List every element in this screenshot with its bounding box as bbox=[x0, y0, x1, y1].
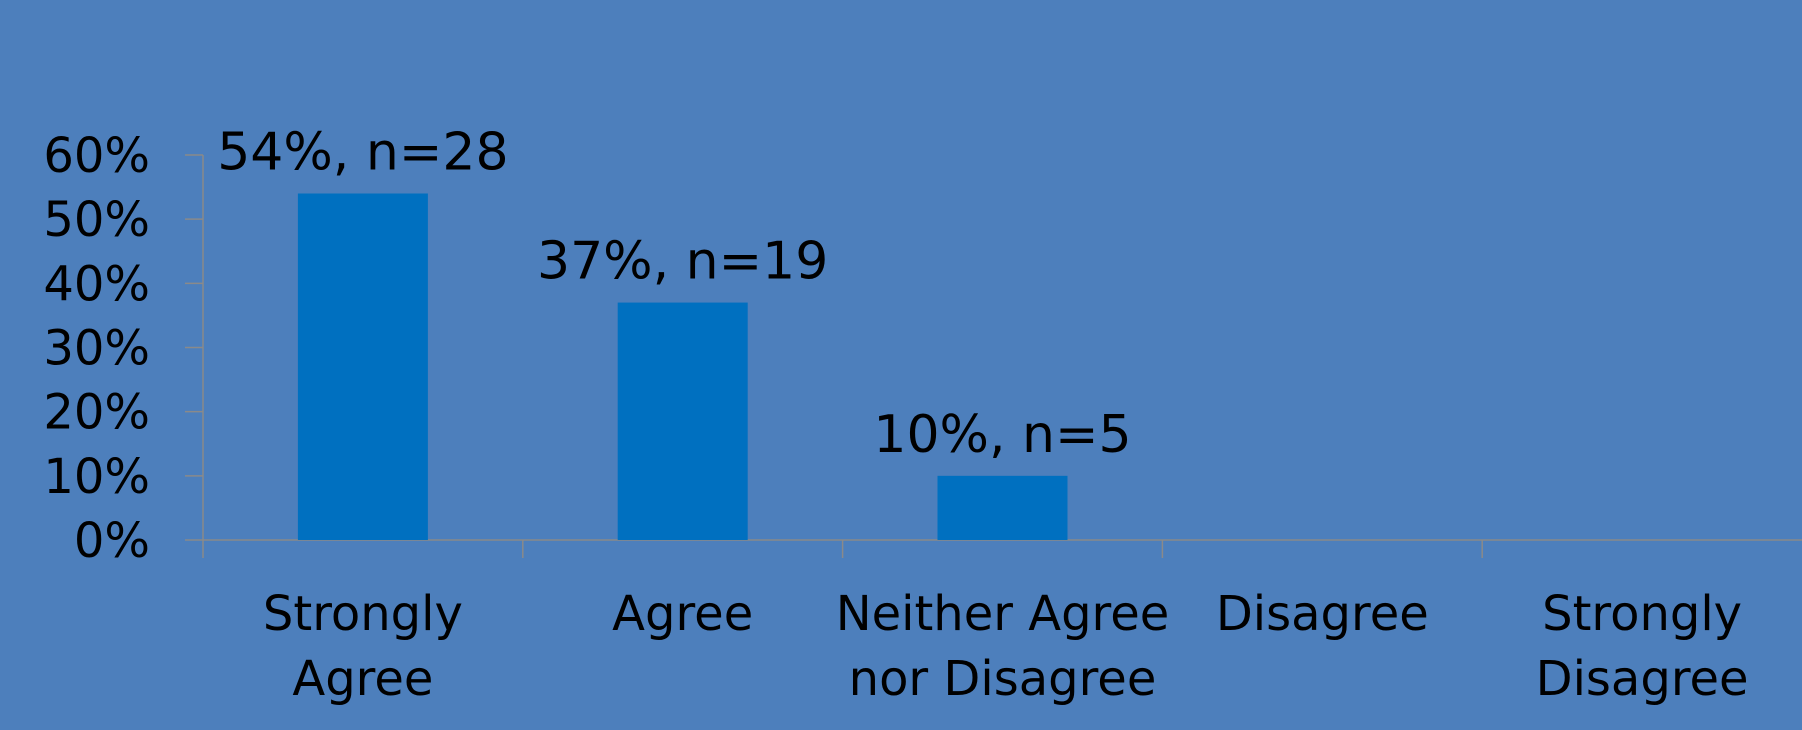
x-axis bbox=[202, 539, 1802, 558]
y-tick-label: 40% bbox=[43, 256, 150, 312]
category-label-line: Strongly bbox=[1542, 586, 1742, 642]
category-label-line: Agree bbox=[292, 651, 433, 707]
bar bbox=[617, 302, 748, 540]
bars bbox=[297, 193, 1068, 540]
data-label: 37%, n=19 bbox=[537, 232, 828, 292]
category-label-line: Neither Agree bbox=[836, 586, 1170, 642]
y-tick-label: 50% bbox=[43, 192, 150, 248]
category-label-line: Disagree bbox=[1216, 586, 1429, 642]
category-labels: Strongly Agree Agree Neither Agree nor Disag… bbox=[263, 586, 1749, 707]
category-label: Disagree bbox=[1216, 586, 1429, 642]
y-tick-label: 30% bbox=[43, 321, 150, 377]
y-tick-label: 10% bbox=[43, 449, 150, 505]
category-label: Agree bbox=[612, 586, 753, 642]
y-tick-label: 20% bbox=[43, 385, 150, 441]
category-label-line: Agree bbox=[612, 586, 753, 642]
y-tick-label: 0% bbox=[74, 513, 150, 569]
data-label: 10%, n=5 bbox=[873, 405, 1131, 465]
y-tick-label: 60% bbox=[43, 128, 150, 184]
category-label-line: Strongly bbox=[263, 586, 463, 642]
data-labels: 54%, n=28 37%, n=19 10%, n=5 bbox=[217, 123, 1131, 465]
category-label-line: nor Disagree bbox=[849, 651, 1157, 707]
bar bbox=[937, 475, 1068, 540]
category-label: Neither Agree nor Disagree bbox=[836, 586, 1170, 707]
category-label: Strongly Disagree bbox=[1536, 586, 1749, 707]
data-label: 54%, n=28 bbox=[217, 123, 508, 183]
bar bbox=[297, 193, 428, 540]
category-label-line: Disagree bbox=[1536, 651, 1749, 707]
y-axis: 0% 10% 20% 30% 40% 50% 60% bbox=[43, 128, 204, 569]
category-label: Strongly Agree bbox=[263, 586, 463, 707]
